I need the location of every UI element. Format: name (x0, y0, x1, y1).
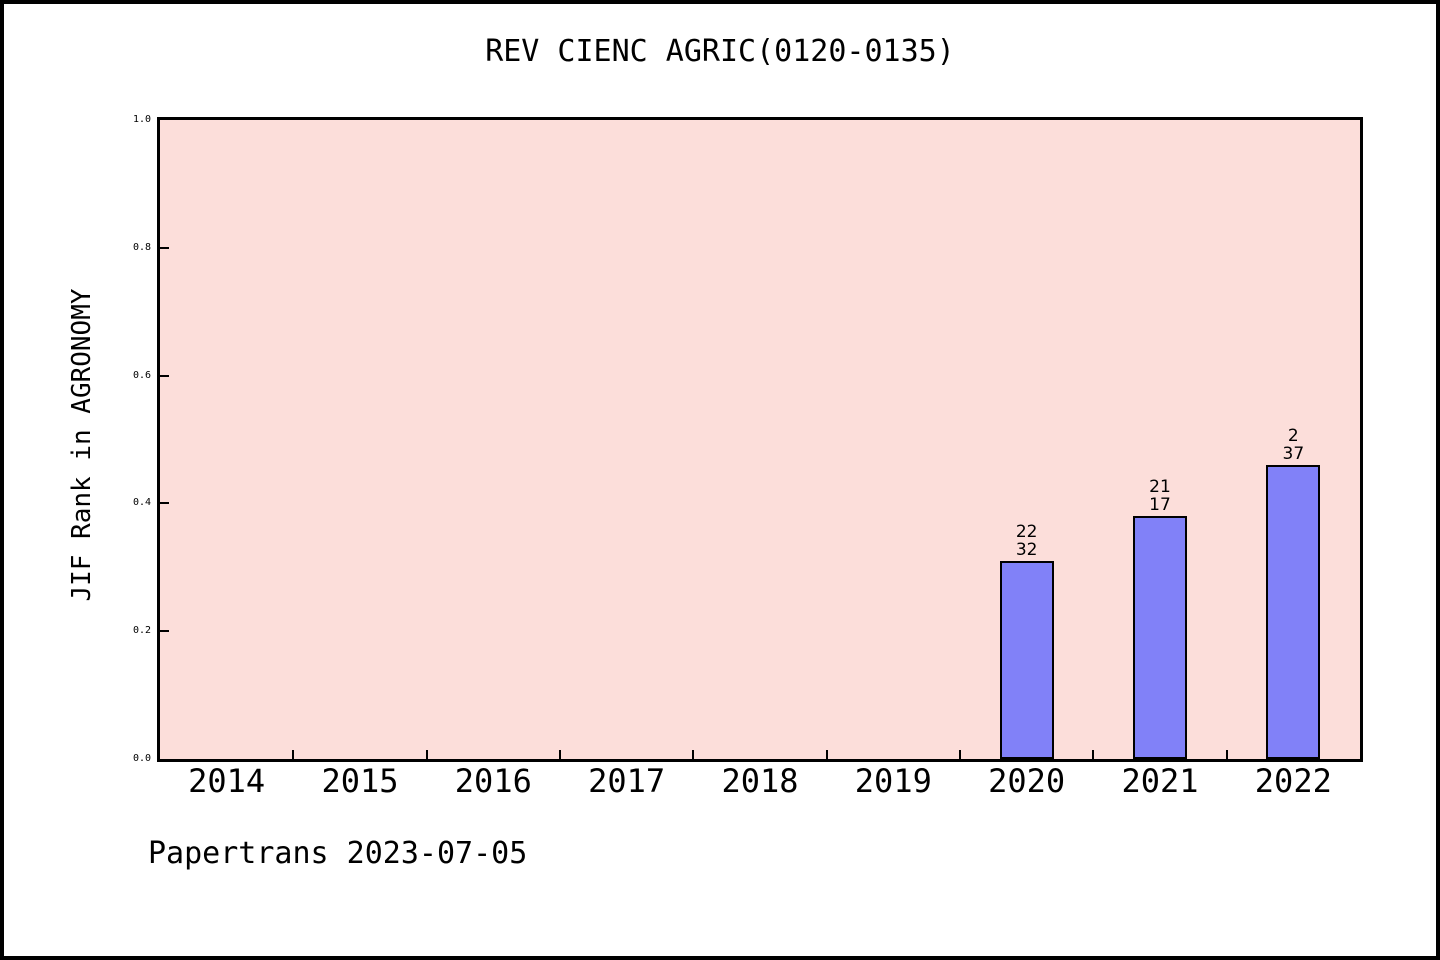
x-tick-label-2021: 2021 (1121, 762, 1199, 800)
x-tick-label-2020: 2020 (988, 762, 1066, 800)
y-tick-label: 0.0 (132, 753, 151, 764)
x-tick-mark (1225, 750, 1228, 759)
y-tick-mark (160, 374, 169, 377)
bar-label-line: 21 (1149, 477, 1171, 498)
x-tick-label-2014: 2014 (188, 762, 266, 800)
chart-title: REV CIENC AGRIC(0120-0135) (485, 34, 955, 69)
y-tick-mark (160, 630, 169, 633)
x-tick-label-2018: 2018 (721, 762, 799, 800)
bar-label-line: 17 (1149, 495, 1171, 516)
y-tick-label: 1.0 (132, 114, 151, 125)
y-axis-label: JIF Rank in AGRONOMY (67, 288, 97, 602)
bar-2020 (999, 560, 1054, 759)
y-tick-mark (160, 502, 169, 505)
x-tick-mark (425, 750, 428, 759)
bar-label-2020: 22 32 (982, 523, 1072, 559)
x-tick-label-2016: 2016 (454, 762, 532, 800)
y-tick-mark (160, 246, 169, 249)
bar-label-line: 22 (1015, 521, 1038, 542)
x-tick-mark (1092, 750, 1095, 759)
bar-label-line: 2 (1287, 426, 1299, 447)
y-tick-label: 0.2 (132, 625, 151, 637)
x-tick-label-2015: 2015 (321, 762, 399, 800)
x-tick-label-2019: 2019 (854, 762, 932, 800)
x-tick-mark (692, 750, 695, 759)
x-tick-label-2022: 2022 (1254, 762, 1332, 800)
watermark-text: Papertrans 2023-07-05 (148, 836, 528, 871)
bar-2022 (1266, 465, 1321, 759)
y-tick-label: 0.4 (132, 497, 151, 509)
bar-label-2022: 2 37 (1248, 427, 1338, 463)
bar-label-line: 37 (1282, 444, 1305, 465)
x-tick-mark (292, 750, 295, 759)
x-tick-mark (959, 750, 961, 759)
y-tick-label: 0.6 (132, 369, 151, 381)
bar-label-line: 32 (1015, 539, 1038, 560)
x-tick-mark (825, 750, 828, 759)
bar-2021 (1133, 516, 1187, 759)
x-tick-label-2017: 2017 (588, 762, 666, 800)
x-tick-mark (559, 750, 561, 759)
bar-label-2021: 21 17 (1115, 478, 1205, 514)
y-tick-label: 0.8 (132, 241, 151, 253)
